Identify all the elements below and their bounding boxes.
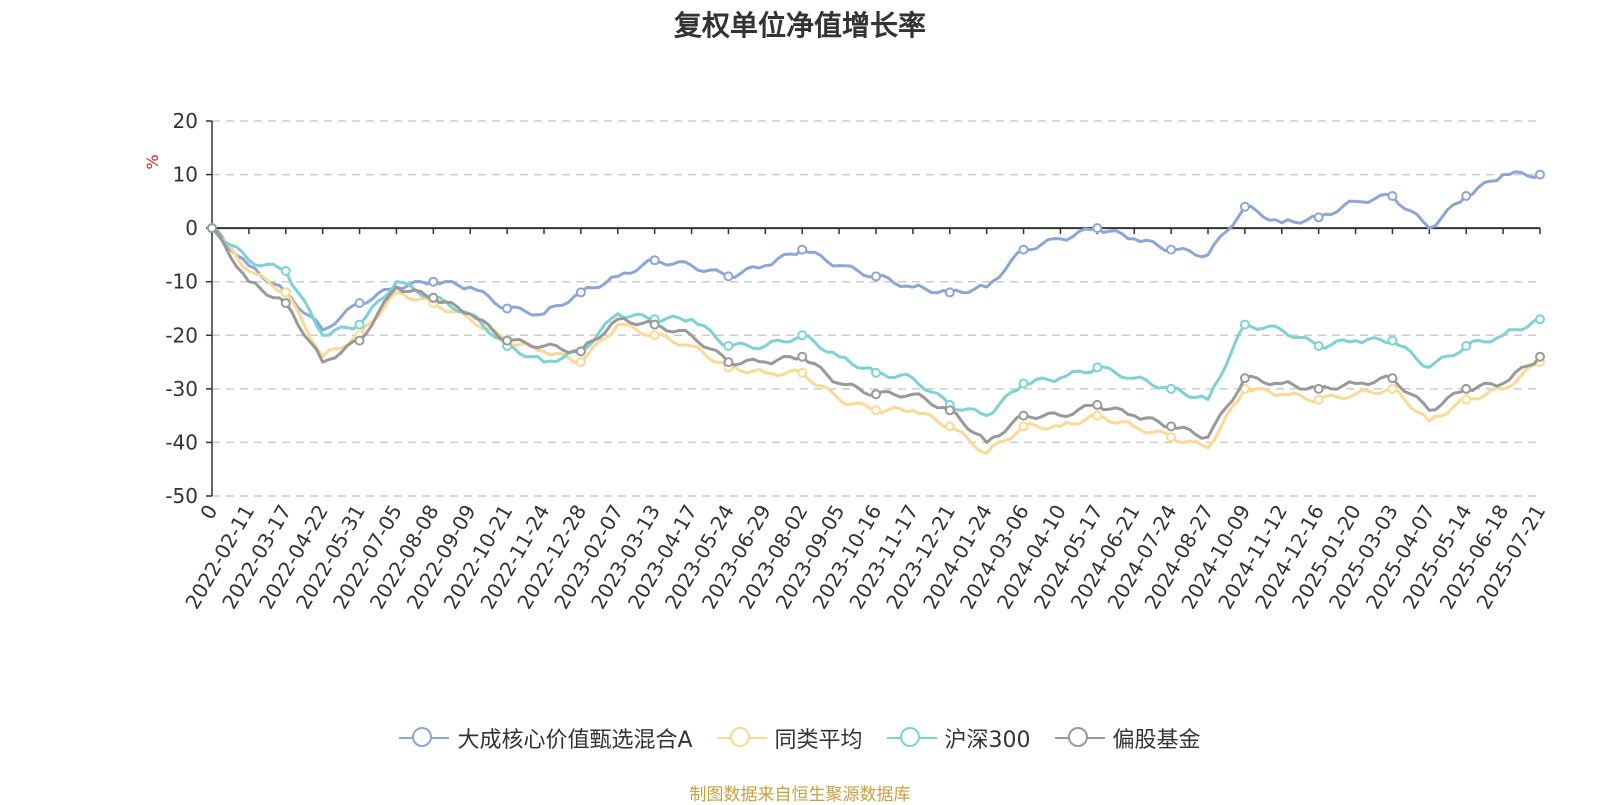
legend-item-equity-funds[interactable]: 偏股基金 <box>1054 722 1201 754</box>
data-point <box>797 244 808 255</box>
axis-labels: 20100-10-20-30-40-50%02022-02-112022-03-… <box>143 109 1550 613</box>
data-point <box>1018 421 1029 432</box>
y-tick-label: -30 <box>165 377 198 401</box>
data-point <box>1313 383 1324 394</box>
legend-marker-icon <box>399 726 450 750</box>
legend-marker-icon <box>716 726 767 750</box>
data-point <box>1018 410 1029 421</box>
data-point <box>1239 373 1250 384</box>
y-tick-label: -40 <box>165 430 198 454</box>
data-point <box>1535 351 1545 362</box>
data-point <box>1535 169 1545 180</box>
y-tick-label: 10 <box>173 163 198 187</box>
data-point <box>1092 399 1103 410</box>
data-point <box>649 330 660 341</box>
data-point <box>575 346 586 357</box>
legend-label: 偏股基金 <box>1112 728 1201 753</box>
series-line <box>211 170 1541 332</box>
data-point <box>280 298 291 309</box>
data-point <box>207 223 217 234</box>
data-point <box>944 421 955 432</box>
data-point <box>1166 383 1177 394</box>
data-point <box>944 287 955 298</box>
legend-label: 大成核心价值甄选混合A <box>457 728 693 753</box>
legend: 大成核心价值甄选混合A 同类平均 沪深300 偏股基金 <box>0 722 1600 754</box>
data-point <box>649 319 660 330</box>
legend-marker-icon <box>1054 726 1105 750</box>
data-point <box>1092 223 1103 234</box>
data-point <box>723 357 734 368</box>
data-point <box>1018 378 1029 389</box>
data-point <box>797 367 808 378</box>
legend-label: 沪深300 <box>944 728 1031 753</box>
legend-label: 同类平均 <box>774 728 863 753</box>
data-point <box>1313 341 1324 351</box>
line-chart: 20100-10-20-30-40-50%02022-02-112022-03-… <box>143 109 1550 613</box>
data-point <box>428 292 439 303</box>
data-point <box>1387 383 1398 394</box>
data-point <box>1313 394 1324 405</box>
data-point <box>1535 314 1545 325</box>
y-axis-unit: % <box>143 154 162 169</box>
data-point <box>1313 212 1324 223</box>
data-point <box>354 298 365 309</box>
data-point <box>354 319 365 330</box>
legend-item-csi300[interactable]: 沪深300 <box>886 722 1031 754</box>
data-point <box>1166 432 1177 443</box>
data-point <box>871 389 881 400</box>
data-point <box>649 255 660 266</box>
data-point <box>575 357 586 368</box>
y-tick-label: -10 <box>165 270 198 294</box>
data-point <box>354 335 365 346</box>
data-point <box>502 303 513 314</box>
data-point <box>280 266 291 276</box>
data-point <box>575 287 586 298</box>
y-tick-label: -50 <box>165 484 198 508</box>
series-1 <box>207 169 1545 332</box>
legend-item-peer-average[interactable]: 同类平均 <box>716 722 863 754</box>
series-4 <box>207 223 1545 444</box>
data-point <box>871 367 881 378</box>
data-point <box>1018 244 1029 255</box>
data-point <box>428 276 439 287</box>
data-point <box>1166 244 1177 255</box>
data-point <box>871 271 881 282</box>
chart-title: 复权单位净值增长率 <box>673 9 926 42</box>
data-point <box>1461 394 1472 405</box>
data-point <box>944 405 955 416</box>
data-point <box>1461 191 1472 201</box>
data-point <box>1239 201 1250 212</box>
axes <box>206 120 1541 497</box>
data-point <box>1387 191 1398 201</box>
data-point <box>723 341 734 351</box>
data-point <box>502 335 513 346</box>
series-lines <box>207 169 1545 455</box>
data-point <box>797 330 808 341</box>
data-point <box>1092 362 1103 373</box>
data-point <box>1166 421 1177 432</box>
data-point <box>280 287 291 298</box>
y-tick-label: -20 <box>165 323 198 347</box>
y-tick-label: 20 <box>173 109 198 133</box>
legend-marker-icon <box>886 726 937 750</box>
data-point <box>1239 319 1250 330</box>
data-point <box>1387 335 1398 346</box>
x-tick-label: 0 <box>195 501 222 524</box>
data-point <box>1461 383 1472 394</box>
data-point <box>871 405 881 416</box>
data-point <box>797 351 808 362</box>
data-point <box>723 271 734 282</box>
source-note: 制图数据来自恒生聚源数据库 <box>689 785 911 805</box>
legend-item-fund[interactable]: 大成核心价值甄选混合A <box>399 722 693 754</box>
grid-lines <box>212 120 1540 497</box>
data-point <box>1092 410 1103 421</box>
data-point <box>1461 341 1472 351</box>
y-tick-label: 0 <box>185 216 198 240</box>
data-point <box>1387 373 1398 384</box>
